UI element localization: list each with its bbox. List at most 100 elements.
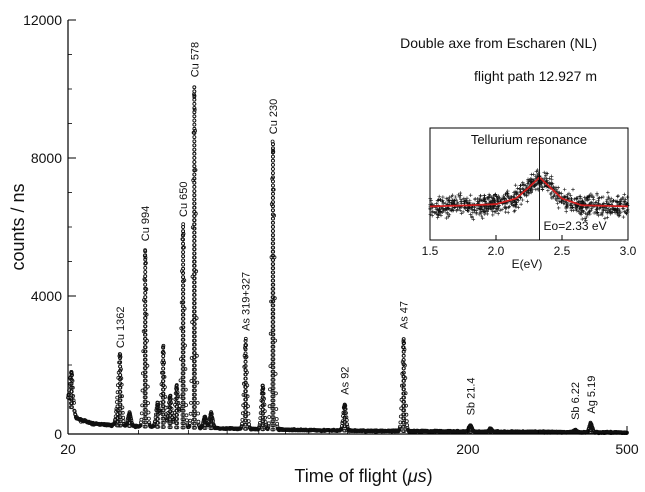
inset-data-point xyxy=(487,198,491,202)
inset-data-point xyxy=(623,197,628,202)
data-point xyxy=(115,408,120,413)
data-point xyxy=(184,418,189,423)
inset-data-point xyxy=(496,211,500,216)
data-point xyxy=(142,424,147,429)
data-point xyxy=(188,418,193,423)
data-point xyxy=(589,426,593,430)
data-point xyxy=(143,382,148,387)
data-point xyxy=(244,405,248,410)
inset-data-point xyxy=(446,206,451,210)
inset-data-point xyxy=(448,198,452,203)
data-point xyxy=(69,369,74,374)
data-point xyxy=(243,355,248,360)
inset-data-point xyxy=(488,194,492,198)
data-point xyxy=(118,381,123,386)
data-point xyxy=(271,175,275,180)
data-point xyxy=(244,410,249,415)
data-point xyxy=(271,282,276,287)
data-point xyxy=(156,420,161,425)
data-point xyxy=(192,309,197,314)
data-point xyxy=(143,324,148,329)
data-point xyxy=(143,391,148,396)
data-point xyxy=(115,404,120,409)
data-point xyxy=(192,313,197,318)
inset-data-point xyxy=(595,207,600,211)
inset-data-point xyxy=(453,195,458,199)
x-axis-label: Time of flight (μs) xyxy=(294,466,432,486)
inset-data-point xyxy=(584,215,589,219)
inset-data-point xyxy=(478,210,483,214)
inset-data-point xyxy=(567,191,571,196)
inset-data-point xyxy=(582,195,587,200)
data-point xyxy=(181,413,186,417)
inset-data-point xyxy=(436,213,441,218)
data-point xyxy=(243,336,248,341)
data-point xyxy=(271,406,276,411)
inset-data-point xyxy=(513,208,517,213)
inset-data-point xyxy=(596,199,601,203)
data-point xyxy=(261,411,266,416)
inset-data-point xyxy=(505,189,510,193)
data-point xyxy=(192,413,197,418)
data-point xyxy=(192,102,197,106)
data-point xyxy=(202,414,207,419)
data-point xyxy=(271,167,275,171)
data-point xyxy=(161,375,166,379)
inset-data-point xyxy=(520,186,525,191)
data-point xyxy=(174,396,179,401)
inset-data-point xyxy=(493,192,498,197)
inset-data-point xyxy=(482,197,486,201)
data-point xyxy=(143,295,148,300)
data-point xyxy=(115,423,119,428)
data-point xyxy=(271,278,276,283)
data-point xyxy=(118,364,123,369)
data-point xyxy=(143,416,148,421)
data-point xyxy=(168,401,173,406)
data-point xyxy=(196,411,201,416)
data-point xyxy=(468,423,473,428)
data-point xyxy=(143,261,148,266)
data-point xyxy=(192,363,197,368)
data-point xyxy=(398,414,403,419)
data-point xyxy=(143,328,148,333)
data-point xyxy=(181,400,186,405)
data-point xyxy=(192,189,197,194)
data-point xyxy=(156,416,160,421)
data-point xyxy=(117,419,122,424)
data-point xyxy=(161,391,166,396)
data-point xyxy=(271,423,276,428)
data-point xyxy=(271,274,276,279)
inset-data-point xyxy=(522,192,527,197)
data-point xyxy=(69,377,74,382)
inset-data-point xyxy=(479,205,484,209)
data-point xyxy=(192,334,197,339)
data-point xyxy=(244,397,248,402)
data-point xyxy=(181,358,186,363)
data-point xyxy=(243,364,248,368)
data-point xyxy=(271,262,276,267)
inset-data-point xyxy=(444,201,448,205)
data-point xyxy=(143,290,148,295)
data-point xyxy=(143,278,148,283)
data-point xyxy=(271,220,276,225)
inset-data-point xyxy=(515,191,519,195)
inset-data-point xyxy=(513,183,518,187)
inset-data-point xyxy=(615,194,620,199)
data-point xyxy=(143,265,148,270)
inset-data-point xyxy=(617,209,622,213)
inset-data-point xyxy=(560,199,564,203)
data-point xyxy=(192,230,197,235)
inset-data-point xyxy=(578,199,582,203)
data-point xyxy=(143,332,148,337)
x-tick-label: 200 xyxy=(456,441,480,457)
data-point xyxy=(175,425,180,430)
data-point xyxy=(192,288,197,293)
inset-data-point xyxy=(468,212,473,217)
inset-data-point xyxy=(549,191,554,195)
data-point xyxy=(192,151,197,156)
data-point xyxy=(192,201,197,206)
data-point xyxy=(243,385,248,389)
data-point xyxy=(192,147,197,152)
data-point xyxy=(271,402,276,407)
